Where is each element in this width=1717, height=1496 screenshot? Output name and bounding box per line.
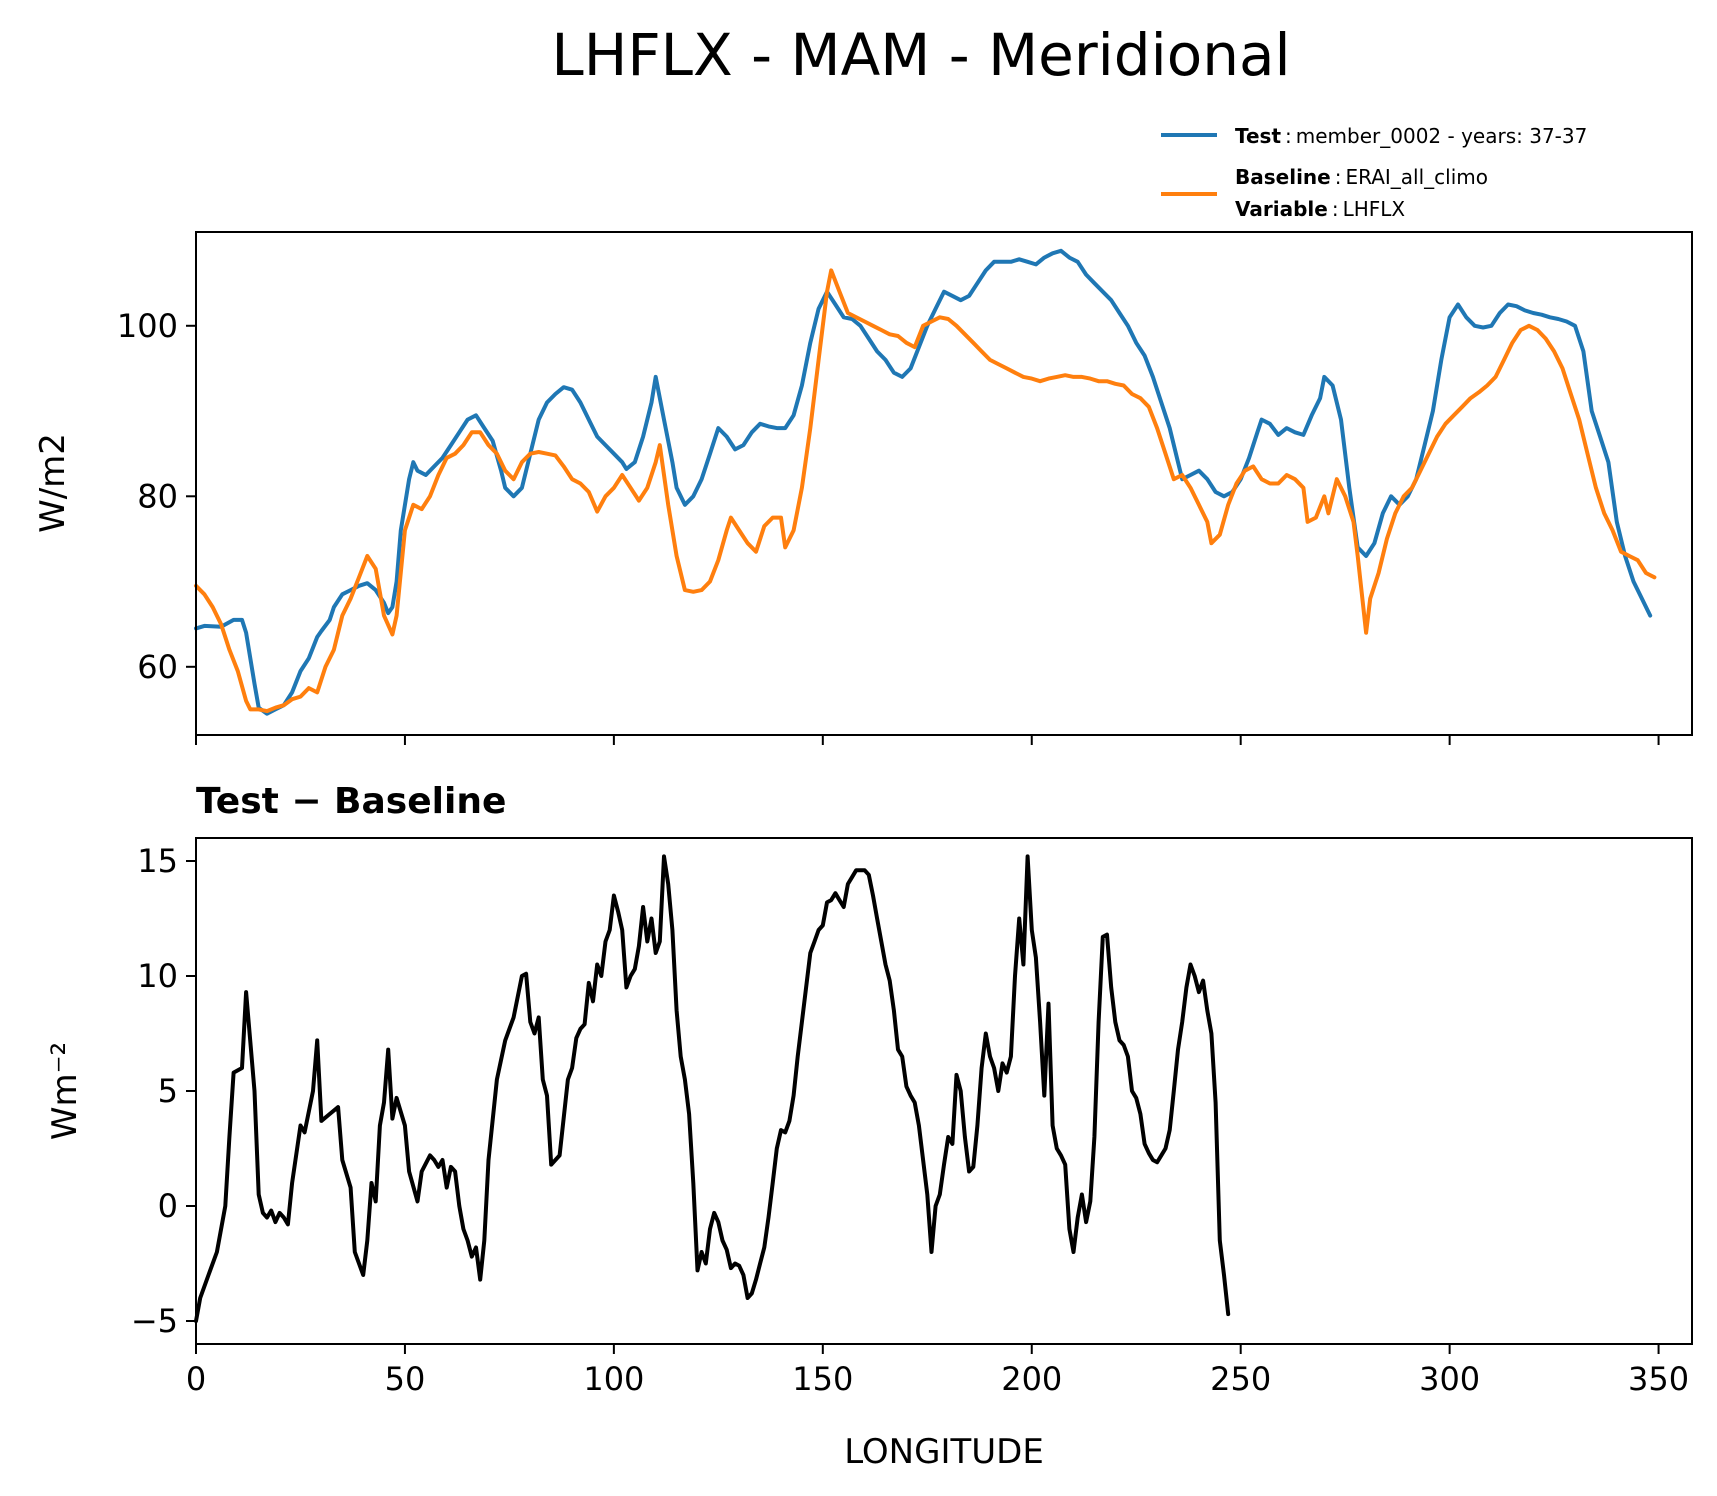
top-series-baseline-line — [194, 268, 1657, 714]
top-series — [194, 248, 1657, 716]
legend-test-key: Test — [1235, 124, 1281, 148]
bottom-panel: Test − Baseline 0 50 100 150 200 250 300 350−50… — [45, 781, 1693, 1472]
legend-variable-value: LHFLX — [1343, 197, 1406, 221]
legend-test-text: Test: member_0002 - years: 37-37 — [1235, 124, 1587, 148]
bottom-ytick-label: 10 — [137, 957, 178, 995]
legend-test-sep: : — [1285, 124, 1292, 148]
bottom-xtick-label: 350 — [1628, 1360, 1689, 1398]
figure-title: LHFLX - MAM - Meridional — [551, 21, 1290, 89]
bottom-series-test-baseline-line — [194, 854, 1231, 1323]
legend-test-value: member_0002 - years: 37-37 — [1296, 124, 1588, 148]
legend-variable-text: Variable: LHFLX — [1235, 197, 1405, 221]
bottom-xtick-label: 250 — [1210, 1360, 1271, 1398]
top-axes-frame — [195, 231, 1693, 736]
bottom-xtick-label: 100 — [583, 1360, 644, 1398]
bottom-ytick-label: 15 — [137, 842, 178, 880]
bottom-ytick-label: −5 — [131, 1302, 178, 1340]
bottom-xtick-label: 0 — [186, 1360, 206, 1398]
bottom-ytick-label: 0 — [158, 1187, 178, 1225]
bottom-axes-frame — [195, 837, 1693, 1345]
legend-variable-sep: : — [1332, 197, 1339, 221]
bottom-ylabel: Wm⁻² — [45, 1042, 85, 1140]
top-ylabel: W/m2 — [33, 433, 73, 533]
bottom-xtick-label: 150 — [792, 1360, 853, 1398]
legend-baseline-text: Baseline: ERAI_all_climo — [1235, 165, 1488, 189]
bottom-ytick-label: 5 — [158, 1072, 178, 1110]
top-panel: 60 80 100 W/m2 — [33, 231, 1693, 745]
top-ticks: 60 80 100 — [117, 307, 1660, 745]
bottom-xlabel: LONGITUDE — [844, 1432, 1044, 1472]
top-ytick-label: 80 — [137, 477, 178, 515]
legend-baseline-key: Baseline — [1235, 165, 1331, 189]
bottom-xtick-label: 300 — [1419, 1360, 1480, 1398]
legend: Test: member_0002 - years: 37-37 Baseline… — [1161, 124, 1587, 221]
legend-baseline-sep: : — [1335, 165, 1342, 189]
bottom-panel-title: Test − Baseline — [196, 781, 506, 822]
legend-variable-key: Variable — [1235, 197, 1328, 221]
top-ytick-label: 60 — [137, 648, 178, 686]
top-ytick-label: 100 — [117, 307, 178, 345]
bottom-xtick-label: 50 — [385, 1360, 426, 1398]
legend-baseline-value: ERAI_all_climo — [1345, 165, 1488, 189]
bottom-xtick-label: 200 — [1001, 1360, 1062, 1398]
bottom-series — [194, 854, 1231, 1323]
